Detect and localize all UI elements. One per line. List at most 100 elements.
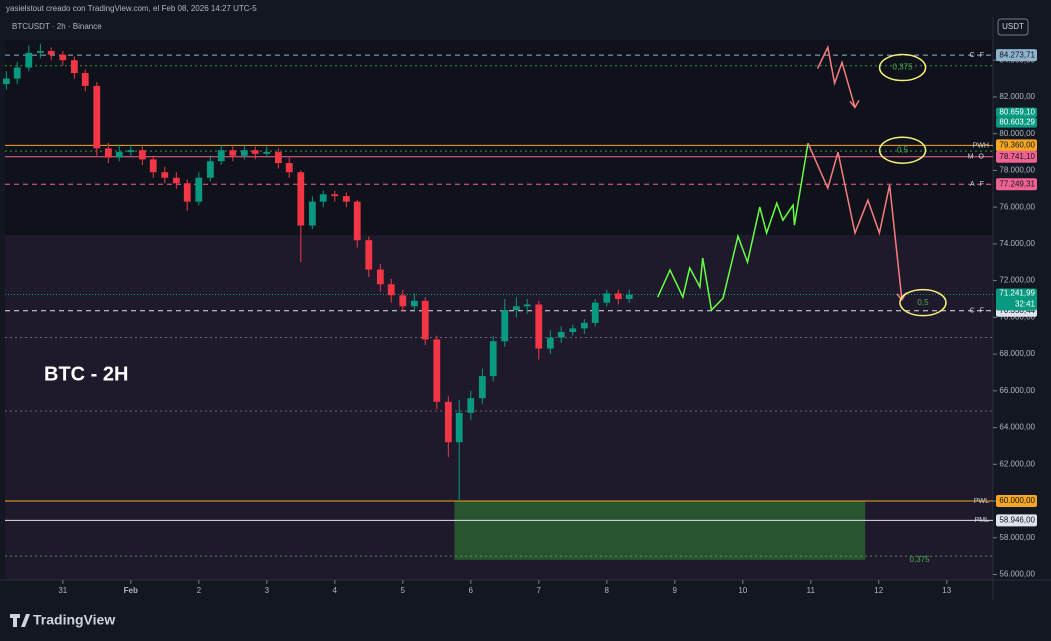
candle-body — [444, 401, 452, 443]
y-tick-label: 76.000,00 — [999, 202, 1035, 211]
candle-body — [580, 322, 588, 329]
note-circle — [899, 288, 947, 317]
candle-body — [104, 148, 112, 158]
note: 0,5 — [917, 298, 929, 307]
y-tick-label: 62.000,00 — [999, 459, 1035, 468]
candle-body — [467, 398, 475, 413]
candle-body — [183, 183, 191, 202]
candle-body — [195, 177, 203, 202]
candle-body — [569, 328, 577, 333]
price-label: 80.659,10 — [999, 108, 1035, 117]
candle-body — [59, 54, 67, 61]
currency[interactable]: USDT — [1002, 22, 1024, 31]
candle-body — [217, 150, 225, 162]
candle-body — [523, 304, 531, 307]
x-tick-label: Feb — [124, 586, 138, 595]
candle-body — [81, 73, 89, 86]
candle-body — [410, 300, 418, 307]
level-label-box — [996, 49, 1037, 62]
x-tick-label: 7 — [537, 586, 542, 595]
y-tick-label: 66.000,00 — [999, 386, 1035, 395]
x-tick-label: 4 — [333, 586, 338, 595]
candle-body — [93, 85, 101, 149]
candle-body — [251, 150, 259, 154]
y-tick-label: 70.000,00 — [999, 312, 1035, 321]
candle-body — [342, 196, 350, 202]
y-tick-label: 56.000,00 — [999, 570, 1035, 579]
level-name: AF — [970, 181, 989, 188]
level-label-box — [996, 514, 1037, 527]
level-label-box — [996, 139, 1037, 152]
x-tick-label: 31 — [58, 586, 67, 595]
candle-body — [501, 310, 509, 342]
candle-body — [546, 337, 554, 349]
level-name: CF — [970, 52, 989, 59]
candle-body — [478, 376, 486, 399]
x-tick-label: 2 — [197, 586, 202, 595]
level-label: 79.360,00 — [999, 141, 1035, 150]
candle-body — [308, 201, 316, 226]
candle-body — [489, 341, 497, 377]
level-label: 78.741,10 — [999, 152, 1035, 161]
x-tick-label: 8 — [605, 586, 610, 595]
candle-body — [387, 284, 395, 296]
candle-body — [297, 172, 305, 226]
note: 0,375 — [893, 63, 914, 72]
logo-icon — [10, 614, 30, 627]
candle-body — [161, 172, 169, 178]
y-tick-label: 80.000,00 — [999, 129, 1035, 138]
x-tick-label: 3 — [265, 586, 270, 595]
candle-body — [172, 177, 180, 184]
candle-body — [2, 78, 10, 85]
level-label: 58.946,00 — [999, 515, 1035, 524]
x-tick-label: 11 — [807, 586, 816, 595]
y-tick-label: 74.000,00 — [999, 239, 1035, 248]
x-tick-label: 9 — [673, 586, 678, 595]
arrow-head — [849, 100, 860, 109]
demand-zone — [454, 501, 866, 560]
candle-body — [274, 152, 282, 164]
price-label-box — [996, 107, 1037, 118]
candle-body — [240, 150, 248, 156]
candle-body — [70, 60, 78, 74]
level-name: CF — [970, 308, 989, 315]
candle-body — [421, 300, 429, 340]
candle-body — [614, 293, 622, 299]
level-name: MO — [968, 154, 989, 161]
candle-body — [319, 194, 327, 202]
note: 0,375 — [910, 555, 931, 564]
currency-box[interactable] — [997, 18, 1029, 36]
projection — [816, 44, 856, 108]
projection — [657, 143, 809, 312]
candle-body — [603, 293, 611, 303]
y-tick-label: 64.000,00 — [999, 423, 1035, 432]
level-label: 77.249,31 — [999, 179, 1035, 188]
y-tick-label: 78.000,00 — [999, 166, 1035, 175]
y-tick-label: 68.000,00 — [999, 349, 1035, 358]
candle-body — [353, 201, 361, 241]
candle-body — [331, 194, 339, 197]
y-tick-label: 72.000,00 — [999, 276, 1035, 285]
price-label-box — [996, 117, 1037, 128]
candle-body — [376, 269, 384, 285]
candle-body — [127, 150, 135, 153]
level-name: PML — [975, 517, 990, 524]
note: 0,5 — [897, 145, 909, 154]
attribution: yasielstout creado con TradingView.com, … — [6, 4, 257, 13]
candle-body — [25, 52, 33, 68]
candle-body — [47, 51, 55, 55]
price-label: 71.241,99 — [999, 289, 1035, 298]
candle-body — [138, 150, 146, 160]
x-tick-label: 10 — [738, 586, 747, 595]
x-tick-label: 6 — [469, 586, 474, 595]
note-circle — [878, 53, 927, 82]
candle-body — [512, 306, 520, 310]
candle-body — [557, 332, 565, 338]
brand: TradingView — [33, 612, 115, 628]
level-label: 84.273,71 — [999, 50, 1035, 59]
x-tick-label: 5 — [401, 586, 406, 595]
countdown: 32:41 — [1015, 300, 1036, 309]
level-name: PWL — [974, 498, 989, 505]
